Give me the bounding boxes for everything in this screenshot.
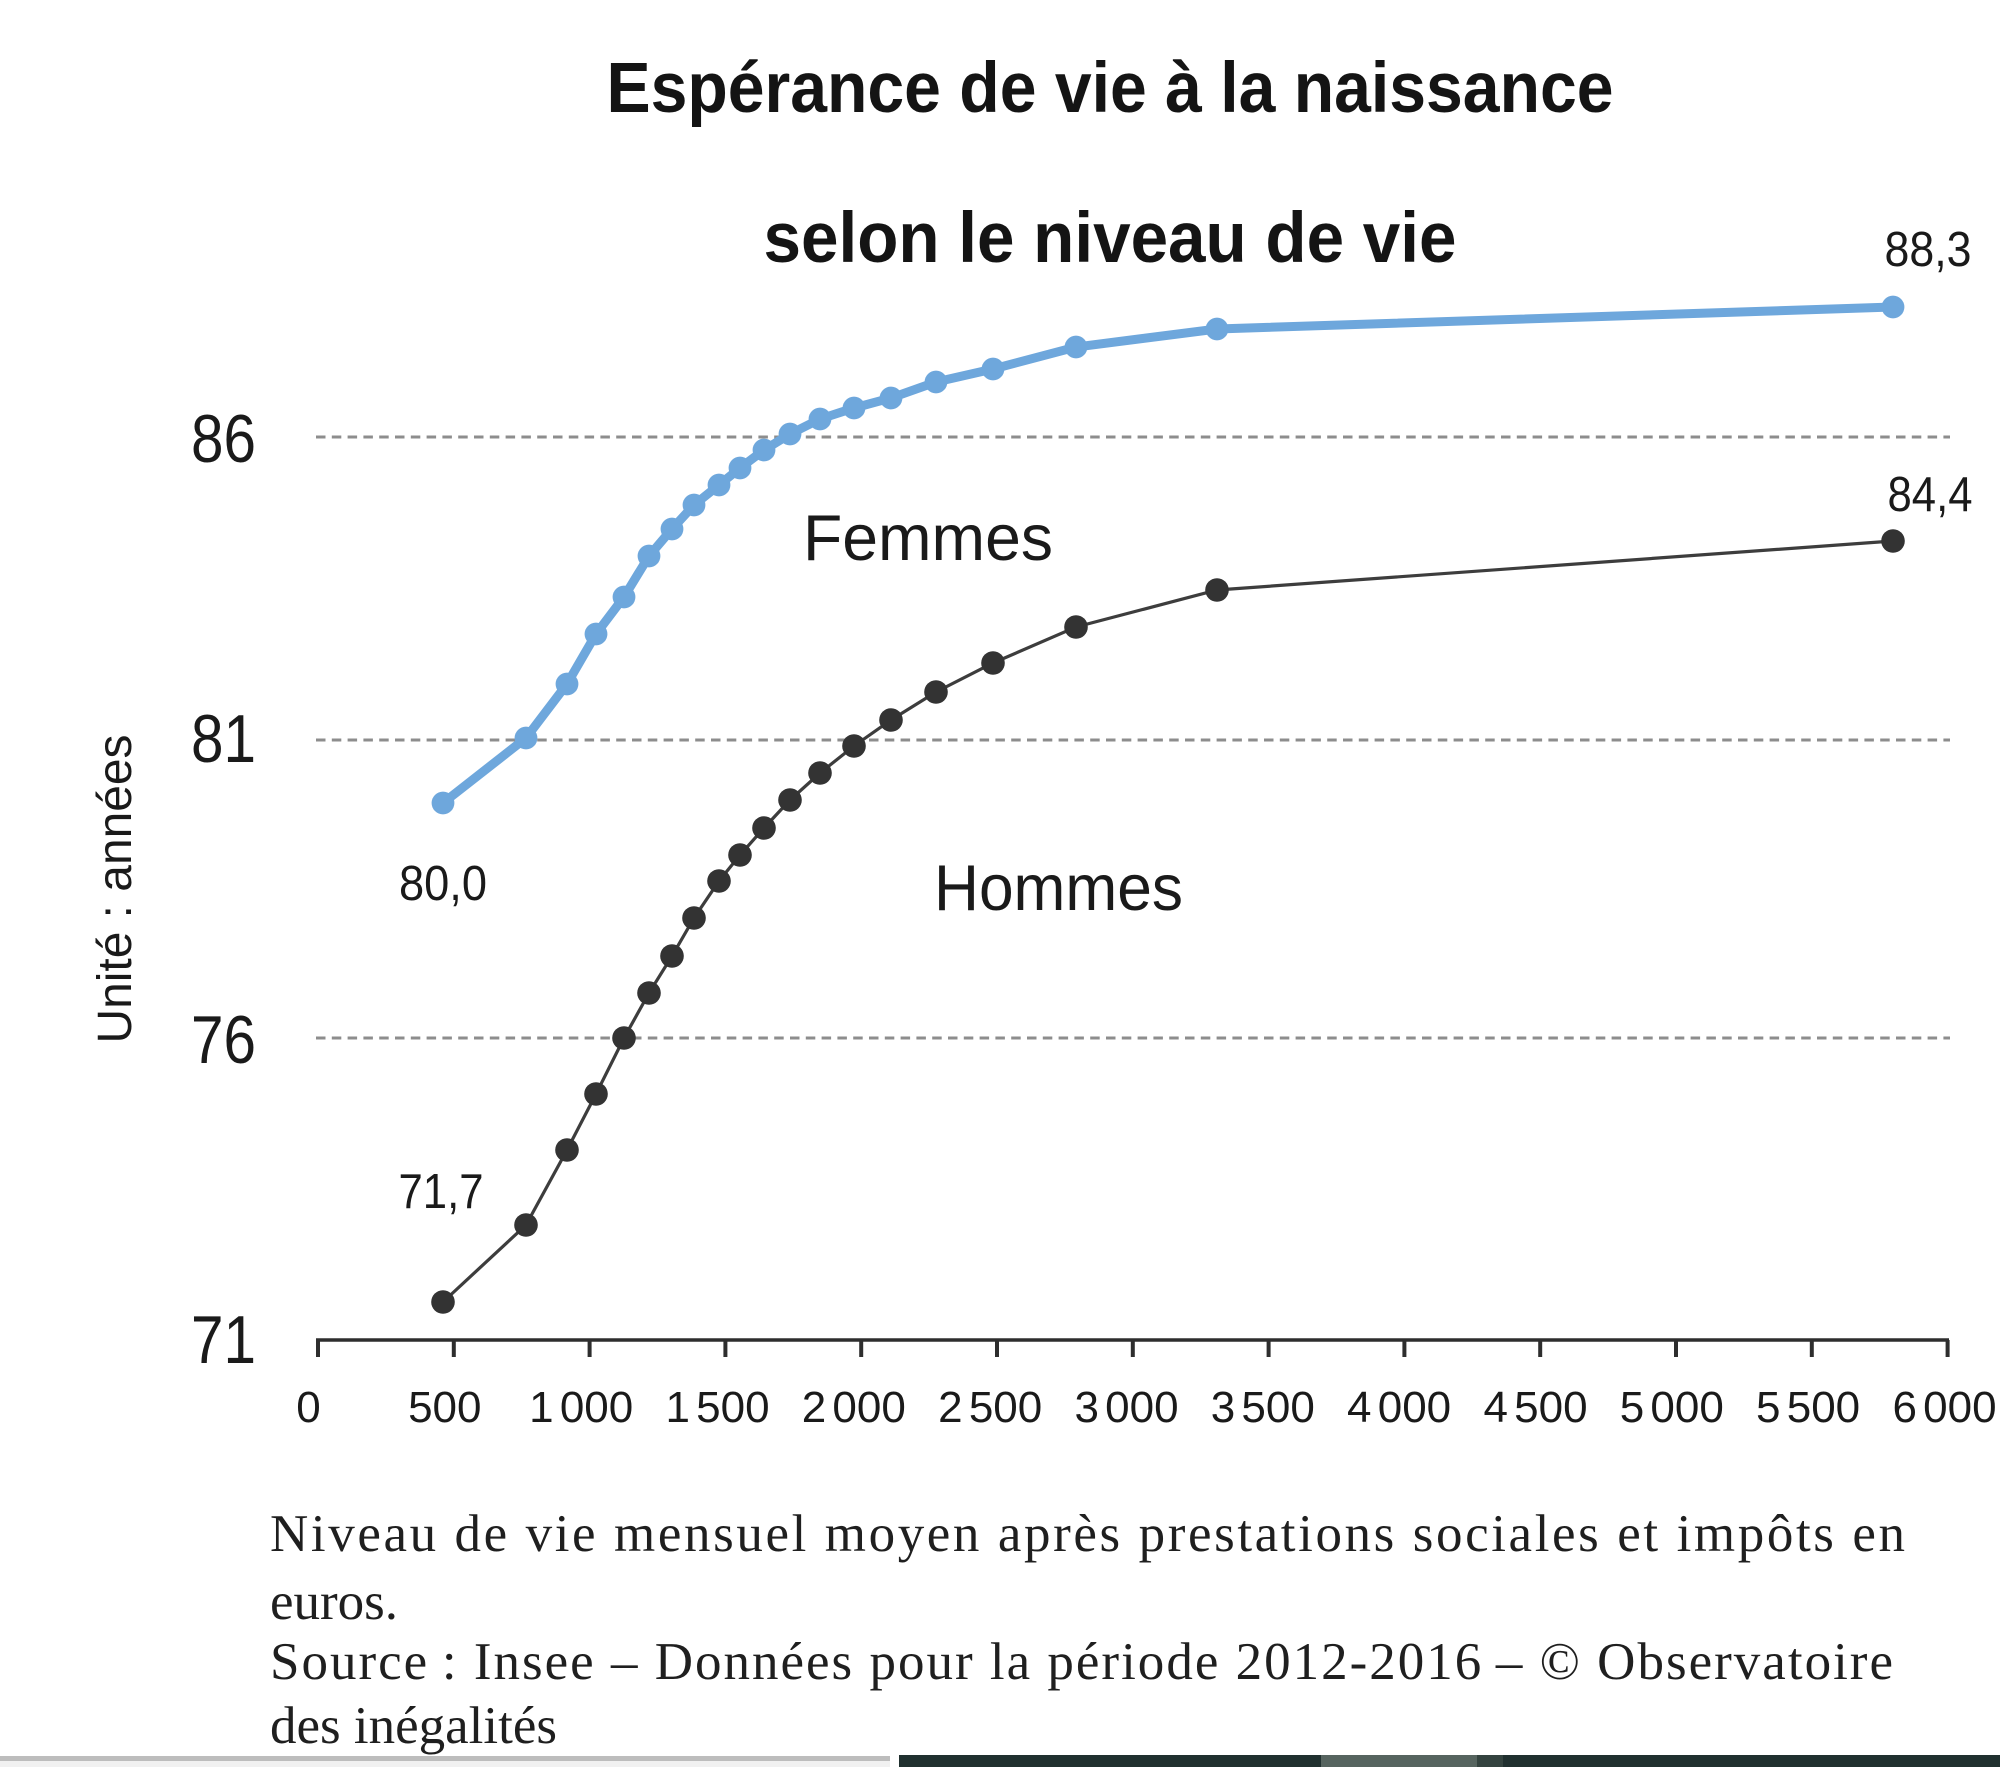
svg-text:Femmes: Femmes — [803, 501, 1053, 574]
svg-text:Hommes: Hommes — [934, 851, 1183, 924]
svg-text:86: 86 — [191, 401, 256, 477]
svg-text:des inégalités: des inégalités — [270, 1697, 557, 1755]
svg-text:3 000: 3 000 — [1074, 1383, 1178, 1432]
svg-text:Unité : années: Unité : années — [89, 735, 142, 1044]
svg-text:88,3: 88,3 — [1885, 223, 1972, 277]
svg-text:Source : Insee – Données pour: Source : Insee – Données pour la période… — [270, 1633, 1893, 1691]
svg-text:1 500: 1 500 — [665, 1383, 769, 1432]
svg-text:5 500: 5 500 — [1756, 1383, 1860, 1432]
svg-text:4 500: 4 500 — [1483, 1383, 1587, 1432]
svg-text:Espérance de vie à la naissanc: Espérance de vie à la naissance — [607, 49, 1614, 128]
svg-text:3 500: 3 500 — [1211, 1383, 1315, 1432]
svg-text:80,0: 80,0 — [399, 857, 487, 911]
svg-text:81: 81 — [191, 701, 256, 777]
svg-text:76: 76 — [191, 1002, 256, 1078]
svg-text:2 500: 2 500 — [938, 1383, 1042, 1432]
svg-text:500: 500 — [408, 1383, 481, 1432]
svg-text:5 000: 5 000 — [1620, 1383, 1724, 1432]
svg-text:4 000: 4 000 — [1347, 1383, 1451, 1432]
svg-text:6 000: 6 000 — [1892, 1383, 1996, 1432]
svg-text:2 000: 2 000 — [802, 1383, 906, 1432]
svg-text:Niveau de vie mensuel moyen ap: Niveau de vie mensuel moyen après presta… — [270, 1505, 1905, 1563]
svg-text:euros.: euros. — [270, 1573, 398, 1631]
svg-text:84,4: 84,4 — [1888, 468, 1973, 522]
svg-text:selon le niveau de vie: selon le niveau de vie — [764, 199, 1457, 278]
svg-text:0: 0 — [296, 1383, 320, 1432]
svg-text:71,7: 71,7 — [399, 1165, 484, 1219]
svg-text:1 000: 1 000 — [529, 1383, 633, 1432]
svg-text:71: 71 — [191, 1302, 256, 1378]
